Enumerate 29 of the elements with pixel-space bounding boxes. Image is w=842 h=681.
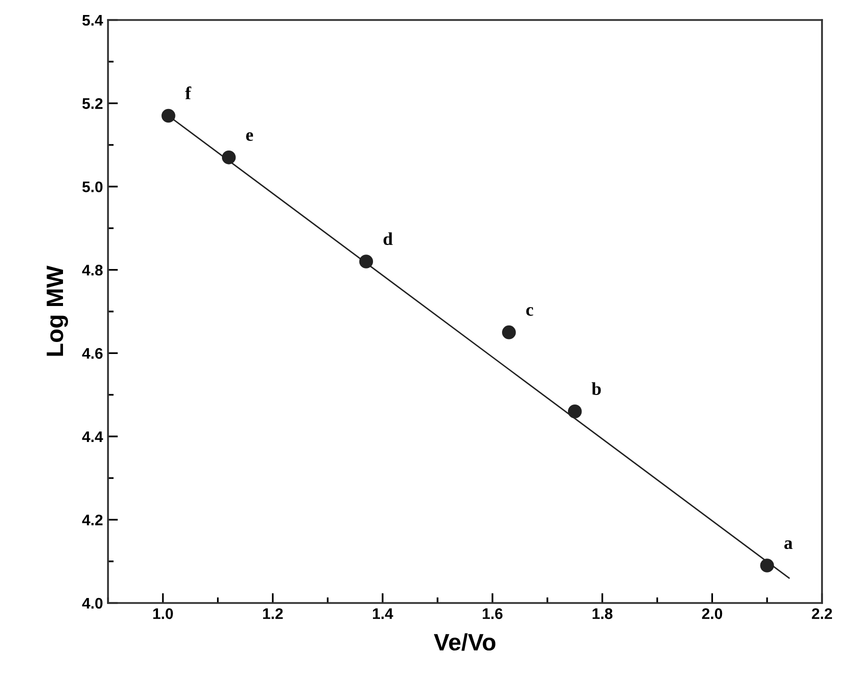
point [502, 325, 516, 340]
point [760, 558, 774, 572]
x-tick-label: 2.0 [702, 608, 722, 620]
x-tick-label: 2.2 [812, 608, 832, 619]
y-tick-label: 4.4 [82, 431, 104, 442]
point [359, 254, 374, 268]
x-tick-label: 1.4 [372, 608, 394, 619]
y-tick-label: 4.8 [82, 264, 103, 276]
y-tick-label: 4.6 [82, 348, 103, 359]
point [568, 404, 582, 418]
x-axis-title: Ve/Vo [434, 633, 496, 651]
x-tick-label: 1.0 [153, 608, 173, 620]
y-tick-label: 5.2 [82, 98, 103, 109]
x-tick-label: 1.6 [482, 608, 503, 620]
annotation: b [592, 382, 601, 395]
y-axis-title: Log MW [46, 266, 68, 356]
annotation: a [784, 540, 792, 550]
annotation: e [246, 132, 254, 141]
y-tick-label: 5.0 [82, 181, 103, 192]
y-tick-label: 5.4 [82, 15, 104, 26]
annotation: c [526, 307, 534, 316]
y-tick-label: 4.0 [82, 598, 103, 609]
annotation: d [384, 232, 393, 246]
x-tick-label: 1.2 [263, 608, 283, 619]
y-tick-label: 4.2 [82, 514, 103, 526]
point [162, 108, 176, 123]
point [222, 150, 236, 164]
annotation: f [185, 86, 192, 100]
x-tick-label: 1.8 [592, 608, 612, 620]
